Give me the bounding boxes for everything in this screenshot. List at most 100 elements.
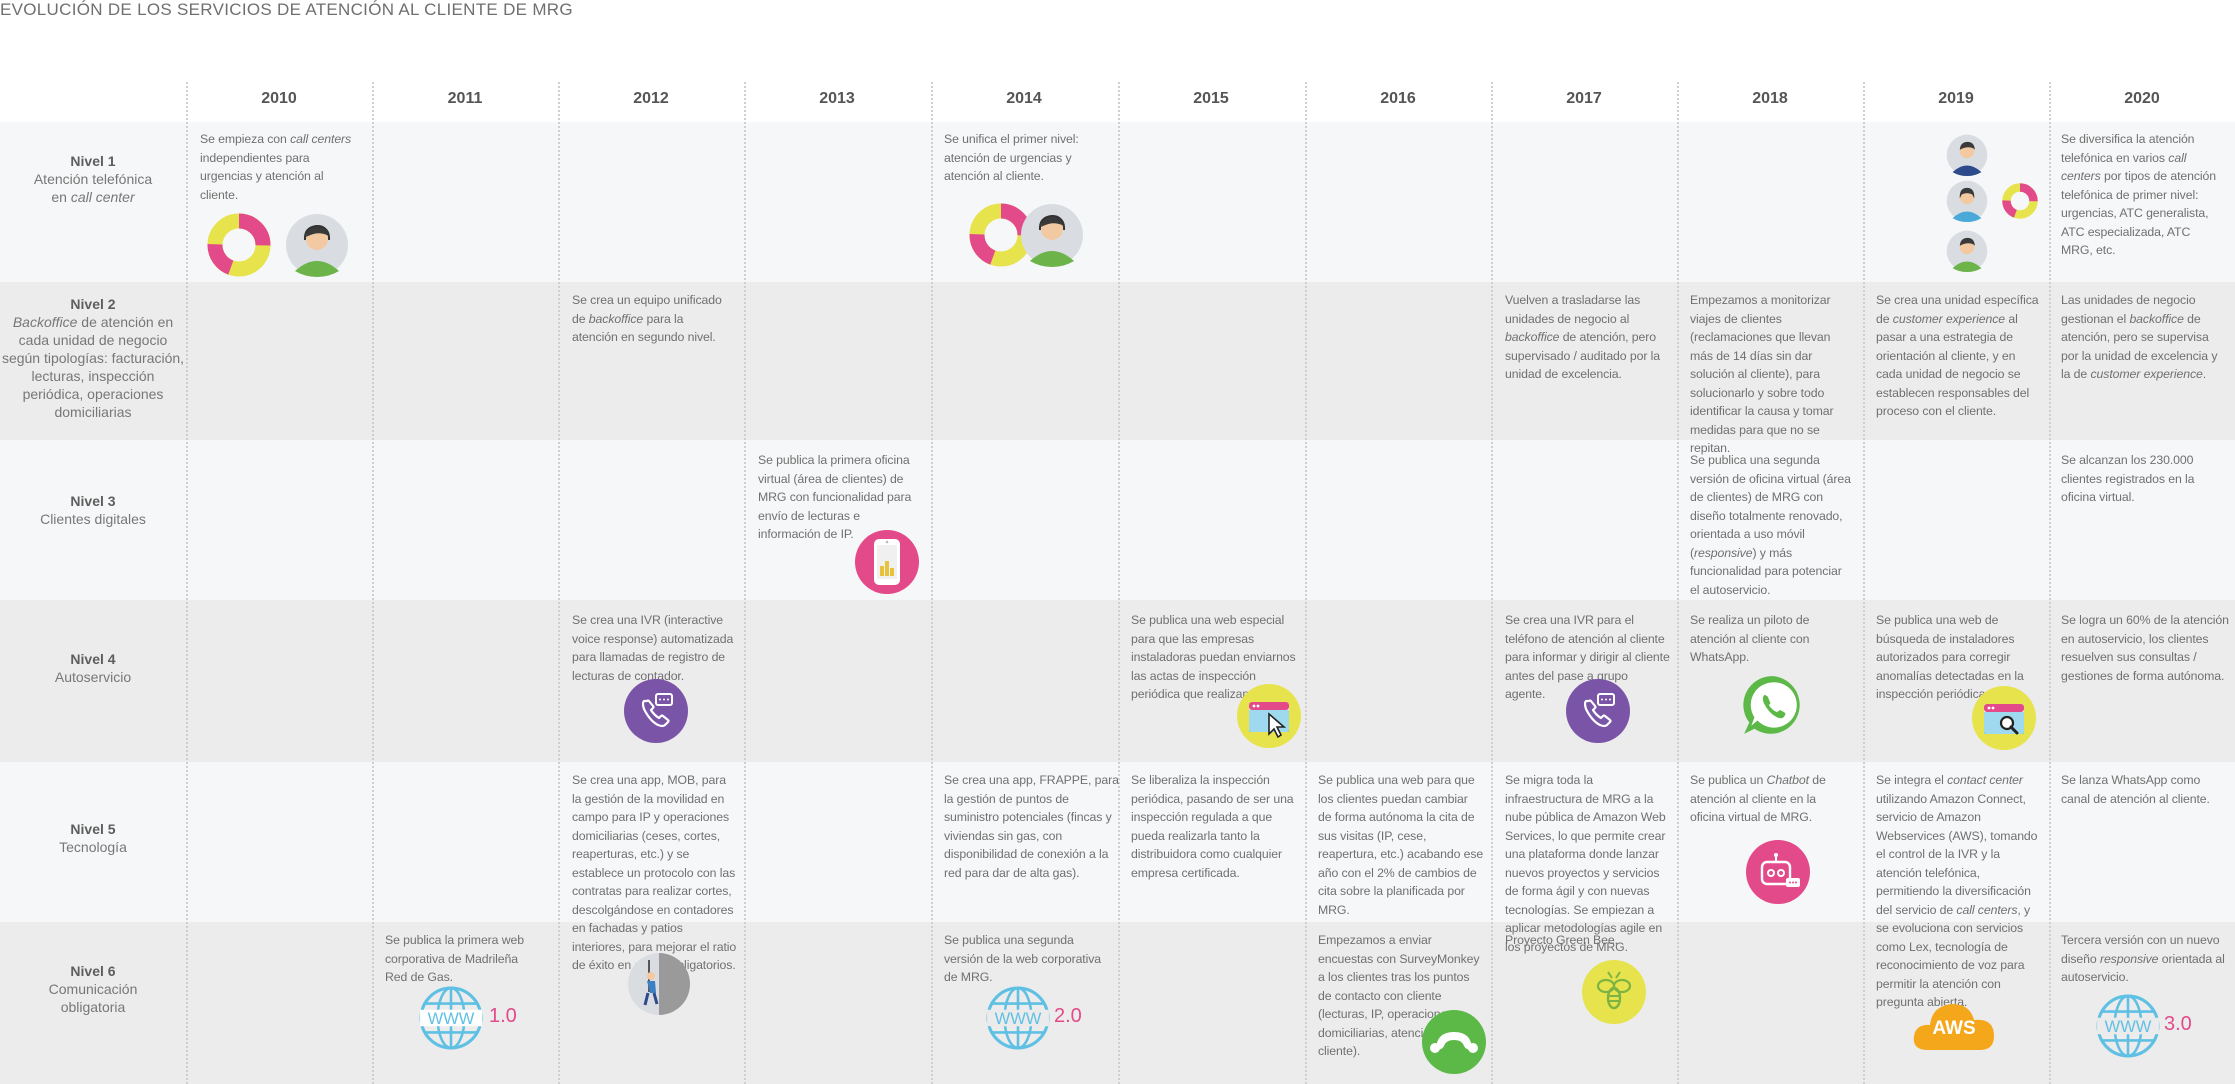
year-header: 2017 bbox=[1566, 90, 1602, 107]
year-header: 2011 bbox=[447, 90, 483, 107]
level-name: Nivel 6 bbox=[70, 963, 116, 979]
event-n6-2020: Tercera versión con un nuevo diseño resp… bbox=[2061, 931, 2225, 987]
year-header: 2018 bbox=[1752, 90, 1788, 107]
event-n5-2019: Se integra el contact center utilizando … bbox=[1876, 771, 2042, 1012]
aws-label: AWS bbox=[1932, 1018, 1976, 1039]
event-text: Se integra el bbox=[1876, 773, 1948, 787]
www-version-label: 2.0 bbox=[1054, 1005, 1082, 1027]
level-name: Nivel 5 bbox=[70, 821, 116, 837]
web-browser-cursor-icon bbox=[1237, 684, 1301, 748]
event-n5-2020: Se lanza WhatsApp como canal de atención… bbox=[2061, 773, 2210, 806]
event-text: Tercera versión con un nuevo diseño bbox=[2061, 933, 2220, 966]
green-bee-icon bbox=[1582, 960, 1646, 1024]
event-text-em: call centers bbox=[1956, 902, 2018, 917]
event-text-em: customer experience bbox=[2090, 367, 2203, 381]
operator-avatar-icon bbox=[1946, 230, 1988, 272]
event-n3-2013: Se publica la primera oficina virtual (á… bbox=[758, 453, 912, 541]
event-text-em: customer experience bbox=[1892, 311, 2006, 326]
event-text: , y se evoluciona con servicios como Lex… bbox=[1876, 902, 2031, 1010]
event-n2-2017: Vuelven a trasladarse las unidades de ne… bbox=[1505, 291, 1669, 384]
level-name: Nivel 3 bbox=[70, 493, 116, 509]
event-text: de atención al cliente en la oficina vir… bbox=[1690, 773, 1826, 824]
level-desc: Comunicación obligatoria bbox=[48, 981, 138, 1015]
event-text-em: Chatbot bbox=[1766, 773, 1809, 787]
event-n6-2016: Empezamos a enviar encuestas con SurveyM… bbox=[1318, 933, 1480, 1058]
event-text-em: responsive bbox=[1694, 545, 1753, 560]
level-desc-em: call center bbox=[70, 189, 135, 205]
level-desc: Clientes digitales bbox=[40, 511, 146, 527]
www-globe-icon: WWW bbox=[2095, 993, 2161, 1059]
event-text: para la atención en segundo nivel. bbox=[572, 311, 716, 345]
event-n3-2018: Se publica una segunda versión de oficin… bbox=[1690, 451, 1854, 599]
whatsapp-icon bbox=[1740, 672, 1806, 738]
level-name: Nivel 1 bbox=[70, 153, 116, 169]
event-text-em: backoffice bbox=[588, 311, 644, 326]
year-header: 2010 bbox=[261, 90, 297, 107]
web-search-icon bbox=[1972, 686, 2036, 750]
event-n5-2014: Se crea una app, FRAPPE, para la gestión… bbox=[944, 773, 1119, 880]
mobile-phone-icon bbox=[855, 530, 919, 594]
donut-chart-icon bbox=[207, 213, 271, 277]
event-text: . bbox=[2202, 367, 2207, 381]
www-version-label: 3.0 bbox=[2164, 1013, 2192, 1035]
www-globe-icon: WWW bbox=[985, 985, 1051, 1051]
donut-chart-icon bbox=[2002, 183, 2038, 219]
column-divider bbox=[186, 82, 188, 1084]
event-text: Se publica un bbox=[1690, 773, 1767, 787]
event-n5-2012: Se crea una app, MOB, para la gestión de… bbox=[572, 773, 737, 972]
svg-text:WWW: WWW bbox=[2105, 1018, 2152, 1036]
event-text: Las unidades de negocio gestionan el bbox=[2061, 293, 2196, 326]
level-label-5: Nivel 5 Tecnología bbox=[0, 820, 186, 856]
level-desc: en bbox=[51, 189, 71, 205]
chatbot-icon bbox=[1746, 840, 1810, 904]
level-name: Nivel 2 bbox=[70, 296, 116, 312]
aws-cloud-icon: AWS bbox=[1910, 994, 1998, 1056]
level-label-2: Nivel 2 Backoffice de atención en cada u… bbox=[0, 295, 186, 421]
event-text-em: backoffice bbox=[2129, 311, 2184, 326]
column-divider bbox=[744, 82, 746, 1084]
year-header: 2012 bbox=[633, 90, 669, 107]
event-n2-2012: Se crea un equipo unificado de backoffic… bbox=[572, 291, 732, 347]
column-divider bbox=[1491, 82, 1493, 1084]
event-n5-2016: Se publica una web para que los clientes… bbox=[1318, 773, 1484, 917]
operator-avatar-icon bbox=[1020, 203, 1084, 267]
www-globe-icon: WWW bbox=[418, 985, 484, 1051]
column-divider bbox=[1677, 82, 1679, 1084]
year-header: 2020 bbox=[2124, 90, 2160, 107]
column-divider bbox=[1863, 82, 1865, 1084]
event-text: de atención, pero supervisado / auditado… bbox=[1505, 330, 1661, 381]
event-n4-2017: Se crea una IVR para el teléfono de aten… bbox=[1505, 613, 1670, 701]
event-n6-2011: Se publica la primera web corporativa de… bbox=[385, 933, 524, 984]
level-name: Nivel 4 bbox=[70, 651, 116, 667]
event-text: Se crea un equipo unificado de bbox=[572, 293, 722, 326]
operator-avatar-icon bbox=[285, 213, 349, 277]
year-header: 2016 bbox=[1380, 90, 1416, 107]
event-n4-2012: Se crea una IVR (interactive voice respo… bbox=[572, 613, 734, 683]
column-divider bbox=[372, 82, 374, 1084]
event-text: de atención, pero se supervisa por la un… bbox=[2061, 311, 2218, 382]
level-desc: Autoservicio bbox=[54, 669, 132, 685]
event-text: por tipos de atención telefónica de prim… bbox=[2061, 169, 2217, 257]
event-text: al pasar a una estrategia de orientación… bbox=[1876, 311, 2030, 419]
page-title: EVOLUCIÓN DE LOS SERVICIOS DE ATENCIÓN A… bbox=[0, 0, 573, 19]
operator-avatar-icon bbox=[1946, 134, 1988, 176]
event-text: Vuelven a trasladarse las unidades de ne… bbox=[1505, 293, 1641, 326]
event-text: independientes para urgencias y atención… bbox=[200, 150, 324, 202]
operator-avatar-icon bbox=[1946, 180, 1988, 222]
event-n5-2018: Se publica un Chatbot de atención al cli… bbox=[1690, 771, 1854, 827]
event-n1-2020: Se diversifica la atención telefónica en… bbox=[2061, 130, 2221, 260]
year-header: 2013 bbox=[819, 90, 855, 107]
event-n4-2019: Se publica una web de búsqueda de instal… bbox=[1876, 613, 2024, 701]
level-desc-em: Backoffice bbox=[12, 314, 78, 330]
event-text-em: call centers bbox=[2061, 150, 2187, 184]
level-label-1: Nivel 1 Atención telefónica en call cent… bbox=[0, 152, 186, 206]
year-header: 2019 bbox=[1938, 90, 1974, 107]
year-header: 2014 bbox=[1006, 90, 1042, 107]
column-divider bbox=[931, 82, 933, 1084]
phone-chat-icon bbox=[624, 679, 688, 743]
event-n1-2014: Se unifica el primer nivel: atención de … bbox=[944, 132, 1079, 183]
event-n3-2020: Se alcanzan los 230.000 clientes registr… bbox=[2061, 453, 2195, 504]
event-n2-2019: Se crea una unidad específica de custome… bbox=[1876, 291, 2042, 421]
event-n2-2018: Empezamos a monitorizar viajes de client… bbox=[1690, 293, 1834, 455]
svg-text:WWW: WWW bbox=[428, 1010, 475, 1028]
